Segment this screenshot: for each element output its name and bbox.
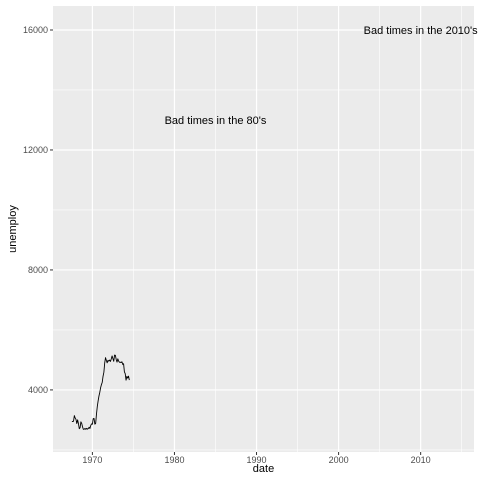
series-layer xyxy=(71,354,130,430)
x-tick-label: 1970 xyxy=(82,455,102,465)
annotation-layer: Bad times in the 80's Bad times in the 2… xyxy=(165,25,479,127)
x-axis-title: date xyxy=(253,463,274,475)
y-tick-label: 8000 xyxy=(28,265,48,275)
x-tick-label: 1990 xyxy=(247,455,267,465)
y-axis-title: unemploy xyxy=(7,205,19,253)
annotation-label: Bad times in the 2010's xyxy=(364,25,479,37)
x-tick-label: 1980 xyxy=(164,455,184,465)
minor-gridlines xyxy=(53,6,474,452)
series-line xyxy=(71,354,130,430)
y-tick-label: 16000 xyxy=(23,25,48,35)
y-axis: 4000 8000 12000 16000 xyxy=(23,25,53,395)
annotation-label: Bad times in the 80's xyxy=(165,115,267,127)
x-tick-label: 2010 xyxy=(411,455,431,465)
x-tick-label: 2000 xyxy=(329,455,349,465)
y-tick-label: 12000 xyxy=(23,145,48,155)
major-gridlines xyxy=(53,6,474,452)
plot-panel xyxy=(53,6,474,452)
x-axis: 1970 1980 1990 2000 2010 xyxy=(82,452,431,465)
y-tick-label: 4000 xyxy=(28,385,48,395)
